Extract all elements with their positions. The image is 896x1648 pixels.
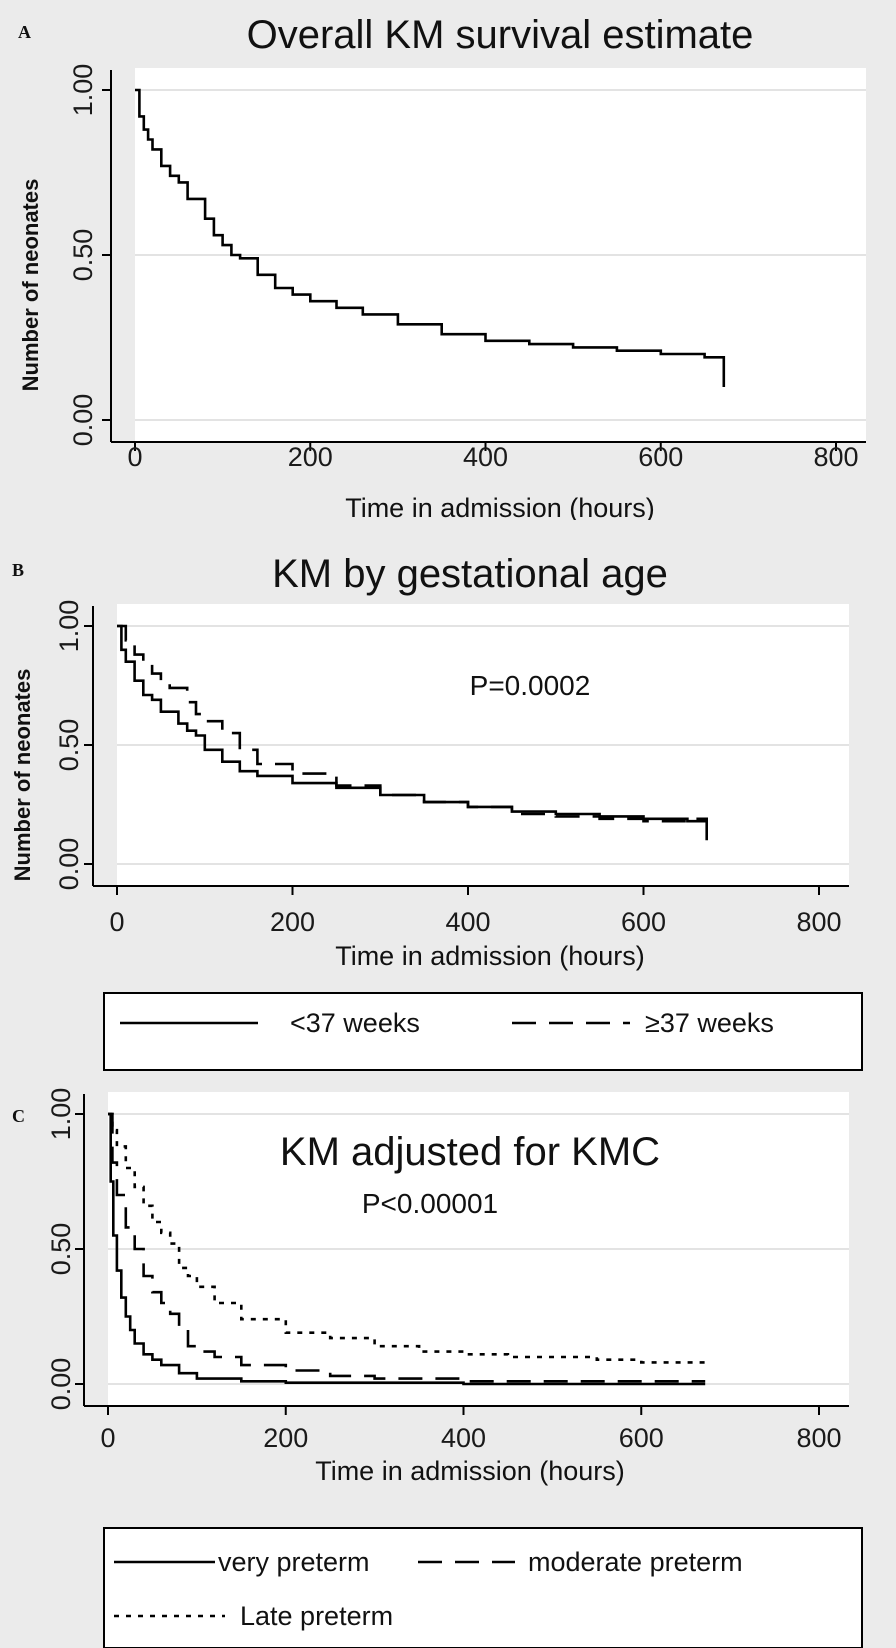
x-tick-label: 800 — [796, 907, 841, 937]
chart-title: Overall KM survival estimate — [247, 13, 754, 57]
x-tick-label: 800 — [796, 1423, 841, 1453]
x-tick-label: 400 — [445, 907, 490, 937]
y-axis-label: Number of neonates — [18, 179, 43, 392]
legend-label: moderate preterm — [528, 1547, 743, 1577]
x-tick-label: 200 — [263, 1423, 308, 1453]
panel-b: 0.00 0.50 1.00 0 200 400 600 800 B KM by gestatio… — [0, 520, 896, 1085]
x-tick-label: 0 — [127, 442, 142, 472]
legend: <37 weeks ≥37 weeks — [103, 992, 863, 1071]
panel-a: 0.00 0.50 1.00 0 200 400 600 800 A Overall KM sur… — [0, 0, 896, 523]
legend-box — [103, 1527, 863, 1648]
legend-label: very preterm — [218, 1547, 370, 1577]
x-tick-label: 200 — [288, 442, 333, 472]
legend-label: Late preterm — [240, 1601, 393, 1631]
y-tick-label: 1.00 — [68, 64, 98, 117]
y-tick-label: 1.00 — [54, 600, 84, 653]
x-tick-label: 800 — [813, 442, 858, 472]
x-axis-label: Time in admission (hours) — [315, 1456, 625, 1486]
legend-label: <37 weeks — [290, 1008, 420, 1038]
y-tick-label: 0.00 — [68, 394, 98, 447]
x-tick-label: 400 — [463, 442, 508, 472]
p-value-annotation: P<0.00001 — [362, 1188, 498, 1219]
panel-letter: C — [12, 1106, 25, 1126]
y-tick-label: 0.50 — [54, 719, 84, 772]
y-tick-label: 0.50 — [46, 1223, 76, 1276]
x-axis-label: Time in admission (hours) — [345, 493, 655, 523]
x-tick-label: 0 — [100, 1423, 115, 1453]
legend-box — [103, 992, 863, 1071]
x-tick-label: 600 — [619, 1423, 664, 1453]
x-tick-label: 600 — [638, 442, 683, 472]
series-line--37-weeks — [117, 624, 708, 823]
y-axis-label: Number of neonates — [10, 669, 35, 882]
x-tick-label: 0 — [109, 907, 124, 937]
y-tick-label: 0.00 — [54, 838, 84, 891]
chart-title: KM adjusted for KMC — [280, 1130, 660, 1174]
y-tick-label: 0.50 — [68, 229, 98, 282]
y-tick-label: 1.00 — [46, 1088, 76, 1141]
series-line-very-preterm — [108, 1112, 706, 1386]
x-axis-label: Time in admission (hours) — [335, 941, 645, 971]
x-tick-label: 400 — [441, 1423, 486, 1453]
x-tick-label: 200 — [270, 907, 315, 937]
series-line--37-weeks — [117, 624, 708, 841]
panel-letter: A — [18, 22, 31, 42]
series-line-overall — [135, 88, 726, 387]
legend-label: ≥37 weeks — [645, 1008, 774, 1038]
legend: very preterm moderate preterm Late preterm — [103, 1527, 863, 1648]
chart-title: KM by gestational age — [272, 552, 668, 596]
panel-letter: B — [12, 560, 24, 580]
panel-c: 0.00 0.50 1.00 0 200 400 600 800 C KM adjusted fo… — [0, 1085, 896, 1648]
series-line-moderate-preterm — [108, 1112, 706, 1383]
p-value-annotation: P=0.0002 — [470, 670, 591, 701]
x-tick-label: 600 — [621, 907, 666, 937]
y-tick-label: 0.00 — [46, 1358, 76, 1411]
